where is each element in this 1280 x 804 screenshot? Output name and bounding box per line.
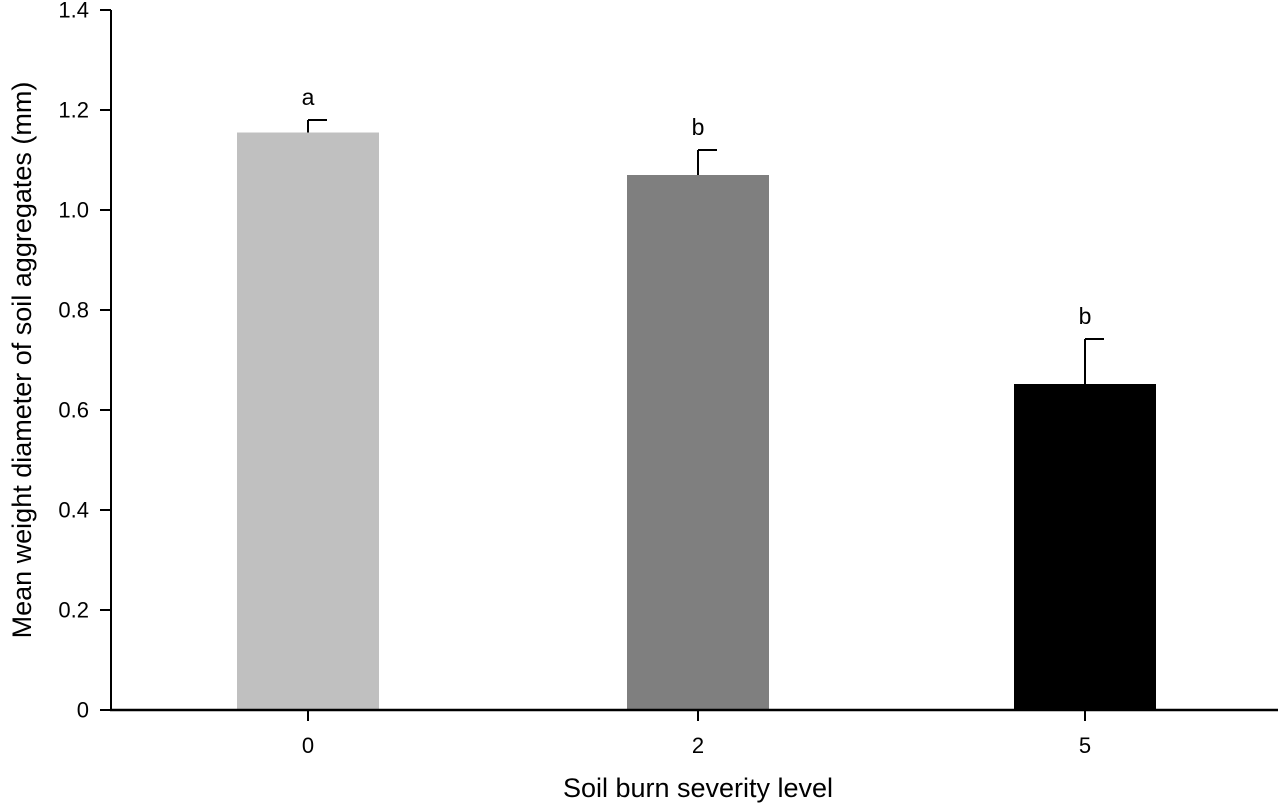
bar-0 [237,132,379,710]
y-tick-label: 0 [77,698,89,723]
y-ticks: 0 0.2 0.4 0.6 0.8 1.0 1.2 1.4 [58,0,111,723]
y-tick-label: 1.0 [58,198,89,223]
x-axis-title: Soil burn severity level [563,773,833,803]
x-ticks: 0 2 5 [302,710,1091,758]
x-tick-label: 0 [302,733,314,758]
axes [110,10,1278,712]
error-bars [307,119,1104,384]
significance-label-0: a [302,84,315,110]
significance-labels: a b b [302,84,1092,329]
y-tick-label: 0.4 [58,498,89,523]
y-tick-label: 1.2 [58,98,89,123]
y-tick-label: 0.8 [58,298,89,323]
bar-2 [627,175,769,710]
significance-label-5: b [1079,303,1092,329]
bars [237,132,1156,710]
x-tick-label: 2 [692,733,704,758]
y-tick-label: 1.4 [58,0,89,23]
x-tick-label: 5 [1079,733,1091,758]
bar-5 [1014,384,1156,710]
y-axis-title: Mean weight diameter of soil aggregates … [7,82,37,639]
significance-label-2: b [692,114,705,140]
y-tick-label: 0.6 [58,398,89,423]
y-tick-label: 0.2 [58,598,89,623]
